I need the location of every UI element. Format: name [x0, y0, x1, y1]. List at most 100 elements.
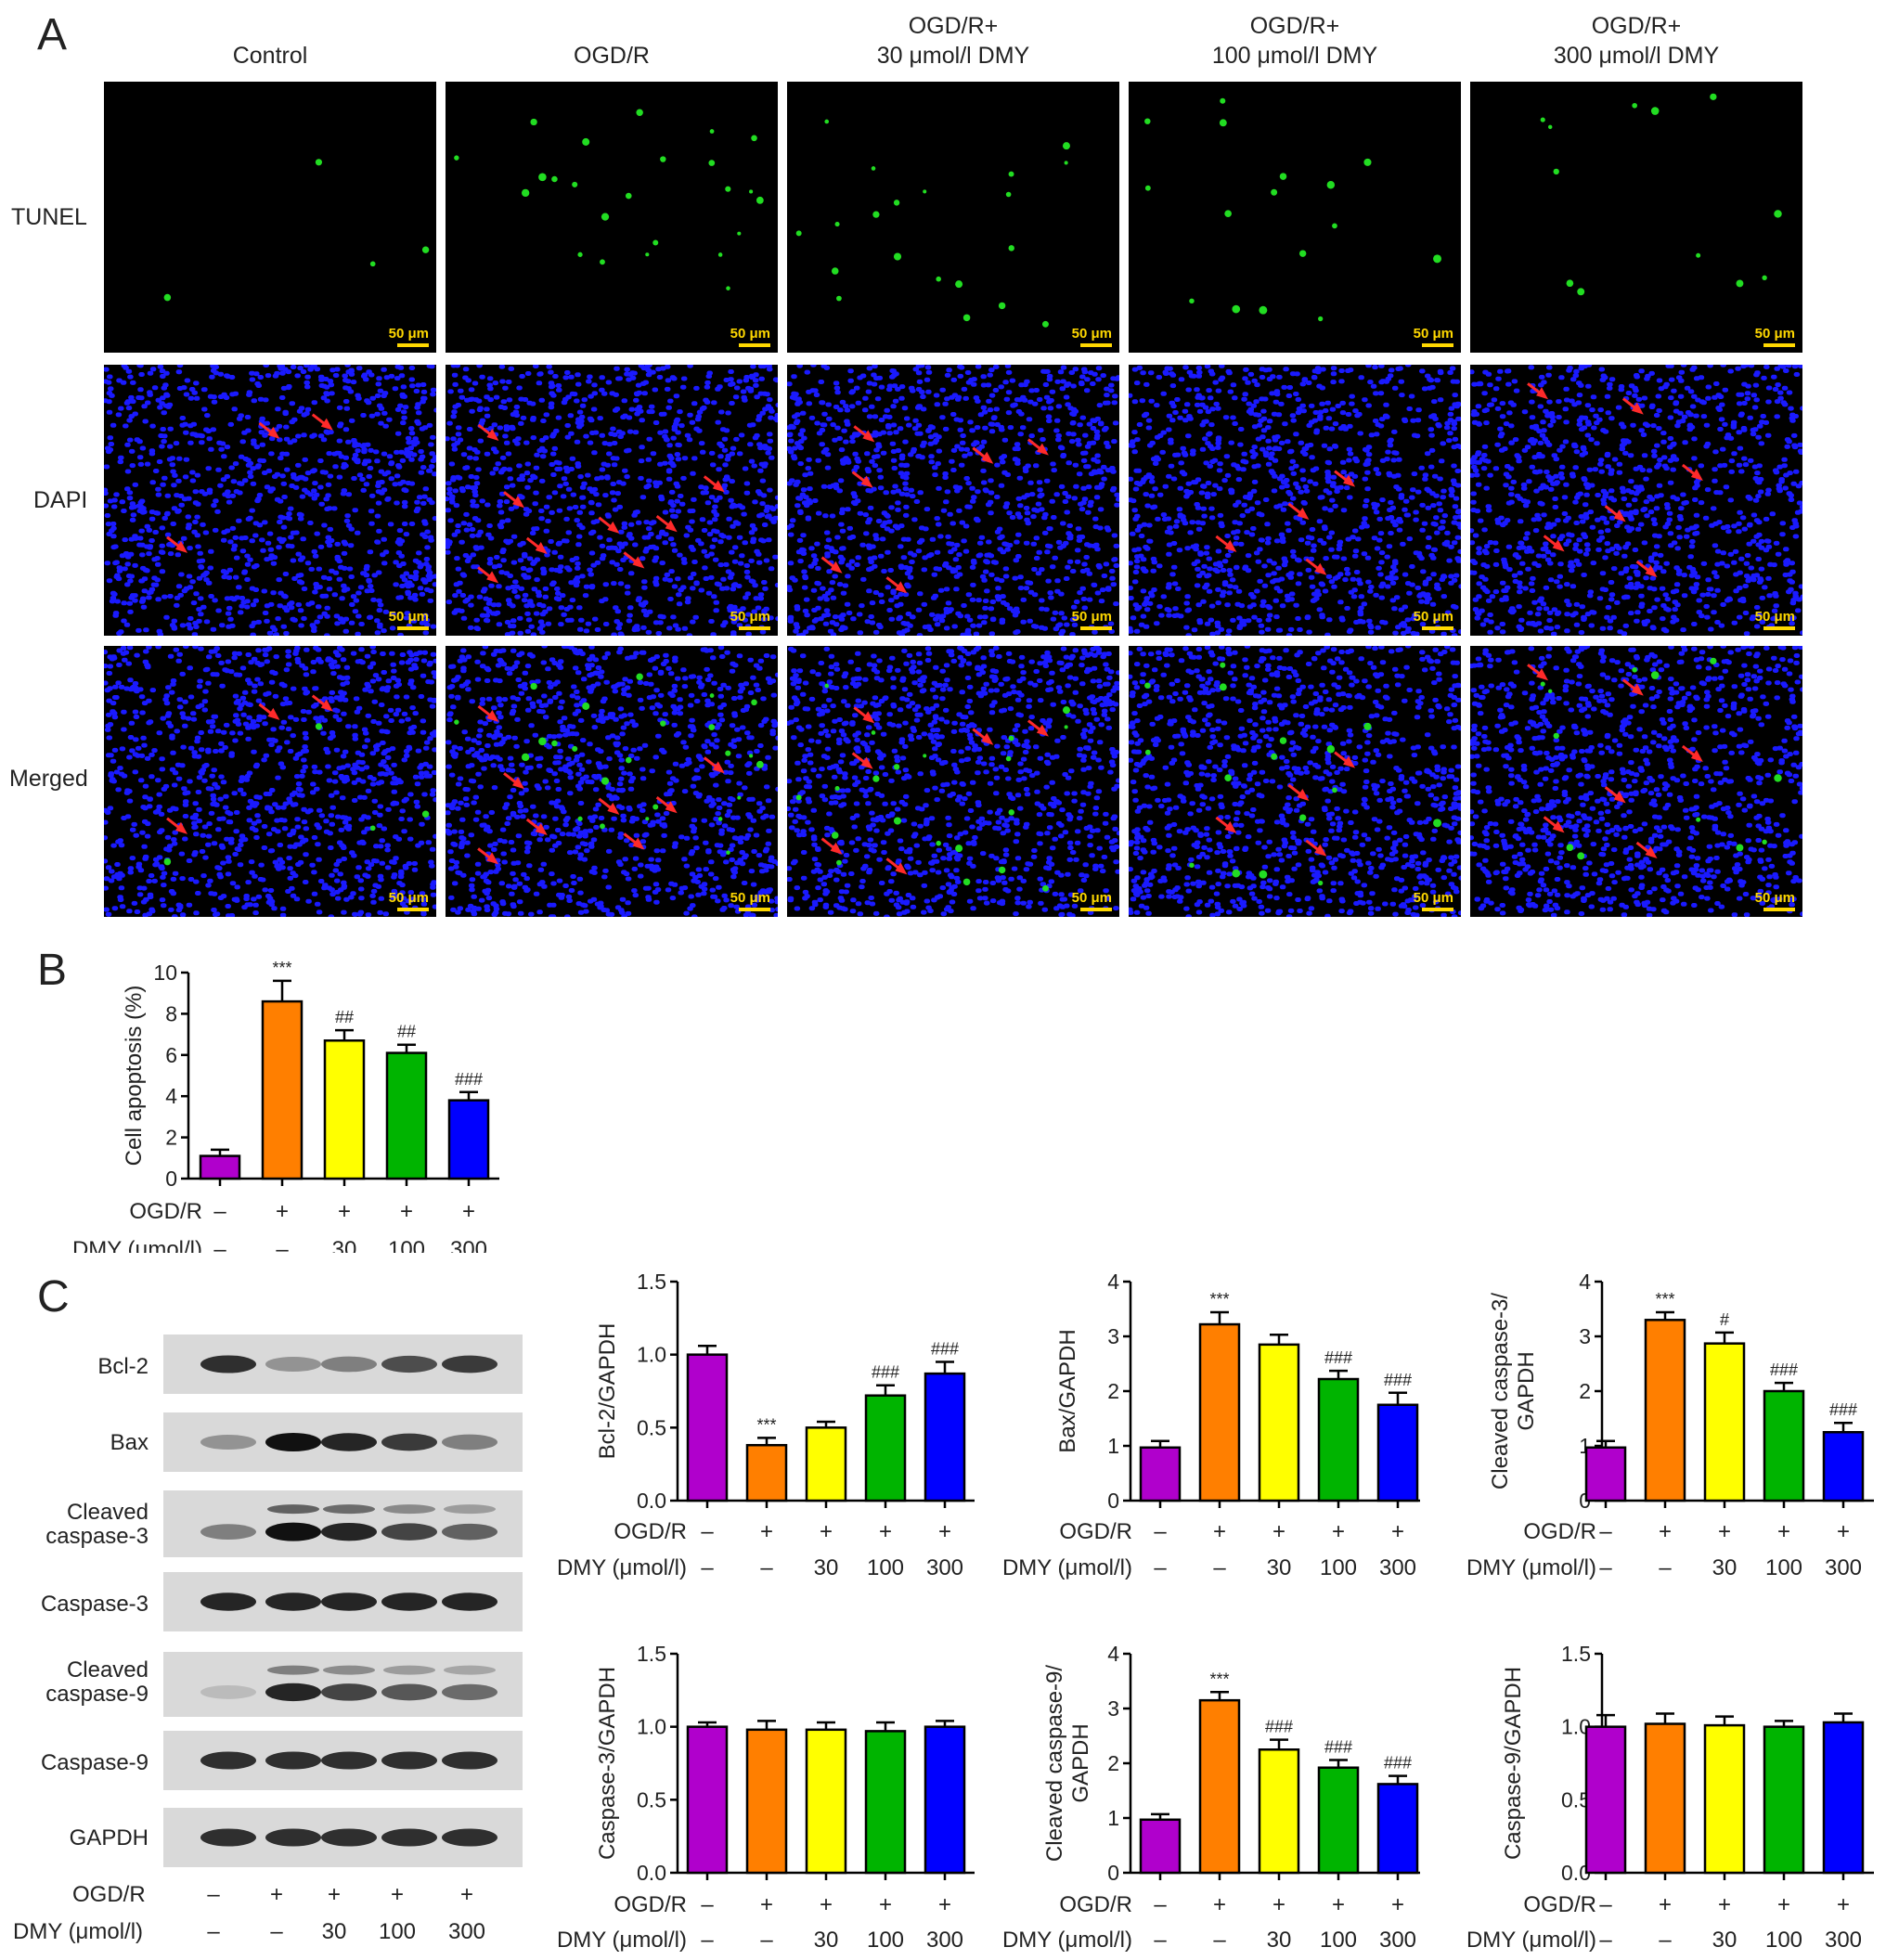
tunel-positive-cell	[871, 730, 876, 735]
tunel-positive-cell	[1144, 118, 1151, 124]
tunel-positive-cell	[998, 302, 1006, 310]
dmy-label: DMY (μmol/l)	[557, 1928, 687, 1953]
micrograph-svg	[1129, 646, 1461, 917]
ogdr-value: +	[1659, 1519, 1672, 1544]
blot-strip	[163, 1412, 523, 1472]
blot-band	[200, 1828, 256, 1847]
y-axis-label: Bcl-2/GAPDH	[595, 1323, 620, 1460]
tunel-positive-cell	[962, 314, 971, 322]
panel-a-letter: A	[37, 10, 68, 59]
blot-strip	[163, 1731, 523, 1790]
red-arrowhead-icon	[830, 842, 843, 855]
tunel-positive-cell	[1189, 862, 1195, 869]
bar	[1258, 1343, 1300, 1502]
micrograph-dapi-2: 50 μm	[787, 365, 1119, 636]
red-arrowhead-icon	[267, 426, 280, 439]
tunel-positive-cell	[836, 295, 842, 302]
tunel-positive-cell	[1232, 869, 1241, 878]
blot-svg	[200, 1592, 497, 1611]
chart-cell-apoptosis: 0 2 4 6 8 10 – – *** + – ## +30 ## +100 ### +300 OGD/R DMY…	[72, 959, 499, 1253]
micrograph-svg	[787, 365, 1119, 636]
red-arrowhead-icon	[535, 822, 548, 835]
y-tick-label: 1.5	[637, 1642, 666, 1666]
dmy-value: –	[1659, 1555, 1672, 1580]
tunel-positive-cell	[315, 159, 323, 166]
blot-band	[442, 1434, 497, 1451]
micrograph-svg	[1470, 646, 1802, 917]
blot-band	[381, 1433, 437, 1451]
tunel-positive-cell	[521, 753, 530, 762]
tunel-positive-cell	[600, 823, 605, 830]
bar	[1198, 1322, 1241, 1502]
red-arrowhead-icon	[1343, 474, 1356, 487]
micrograph-svg	[104, 365, 436, 636]
bar	[1584, 1725, 1627, 1875]
row-label-tunel: TUNEL	[11, 204, 87, 230]
red-arrowhead-icon	[860, 475, 873, 488]
tunel-positive-cell	[1696, 817, 1701, 822]
micrograph-dapi-0: 50 μm	[104, 365, 436, 636]
ogdr-value: +	[879, 1519, 892, 1544]
ogdr-label: OGD/R	[1523, 1519, 1596, 1544]
tunel-positive-cell	[726, 286, 730, 290]
tunel-positive-cell	[1548, 689, 1553, 694]
tunel-positive-cell	[626, 192, 632, 200]
ogdr-value: +	[879, 1892, 892, 1917]
scale-bar-label: 50 μm	[388, 609, 429, 625]
y-tick-label: 0.5	[637, 1415, 666, 1439]
bar	[864, 1730, 907, 1875]
ogdr-label: OGD/R	[1059, 1892, 1132, 1917]
blot-strip	[163, 1572, 523, 1631]
chart-bcl2-gapdh: 0.0 0.5 1.0 1.5 – – *** + – +30 ### +100 ### +300 OGD/…	[557, 1270, 975, 1580]
dmy-value: 100	[388, 1237, 425, 1253]
red-arrowhead-icon	[1536, 387, 1549, 400]
bar	[385, 1051, 428, 1180]
scale-bar-label: 50 μm	[1413, 609, 1453, 625]
dmy-value: 30	[1267, 1928, 1292, 1953]
tunel-positive-cell	[636, 673, 643, 680]
scale-bar-label: 50 μm	[730, 890, 770, 906]
ogdr-value: –	[1599, 1892, 1612, 1917]
blot-band	[200, 1355, 256, 1373]
red-arrowhead-icon	[712, 761, 725, 774]
dmy-value: 300	[450, 1237, 487, 1253]
tunel-positive-cell	[824, 683, 830, 689]
ogdr-value: +	[1718, 1892, 1731, 1917]
y-tick-label: 2	[1107, 1379, 1119, 1403]
tunel-positive-cell	[893, 817, 902, 825]
ogdr-value: +	[1391, 1519, 1404, 1544]
scale-bar	[739, 908, 770, 911]
red-arrowhead-icon	[267, 707, 280, 720]
tunel-positive-cell	[756, 760, 764, 768]
y-tick-label: 0.5	[637, 1787, 666, 1812]
tunel-positive-cell	[749, 189, 754, 194]
tunel-positive-cell	[824, 119, 830, 124]
micrograph-tunel-2: 50 μm	[787, 82, 1119, 353]
red-arrowhead-icon	[665, 801, 678, 814]
tunel-positive-cell	[1064, 725, 1068, 729]
scale-bar	[1080, 908, 1112, 911]
red-arrowhead-icon	[830, 561, 843, 574]
blot-strip	[163, 1335, 523, 1394]
tunel-positive-cell	[726, 850, 730, 855]
scale-bar-label: 50 μm	[1413, 890, 1453, 906]
red-arrowhead-icon	[511, 777, 524, 790]
tunel-positive-cell	[636, 109, 643, 116]
ogdr-value: +	[760, 1892, 773, 1917]
blot-band	[321, 1522, 377, 1541]
tunel-positive-cell	[717, 252, 723, 257]
significance-label: ###	[455, 1070, 483, 1089]
tunel-positive-cell	[955, 280, 963, 289]
scale-bar	[1763, 343, 1795, 347]
tunel-positive-cell	[1144, 185, 1151, 191]
scale-bar	[397, 343, 429, 347]
y-tick-label: 4	[1107, 1642, 1119, 1666]
red-arrowhead-icon	[486, 571, 499, 584]
blot-band	[265, 1683, 321, 1702]
bar	[686, 1353, 729, 1502]
y-tick-label: 3	[1107, 1324, 1119, 1348]
tunel-positive-cell	[369, 825, 376, 832]
blot-svg	[200, 1665, 497, 1702]
significance-label: ***	[1209, 1670, 1229, 1688]
tunel-positive-cell	[163, 858, 172, 866]
